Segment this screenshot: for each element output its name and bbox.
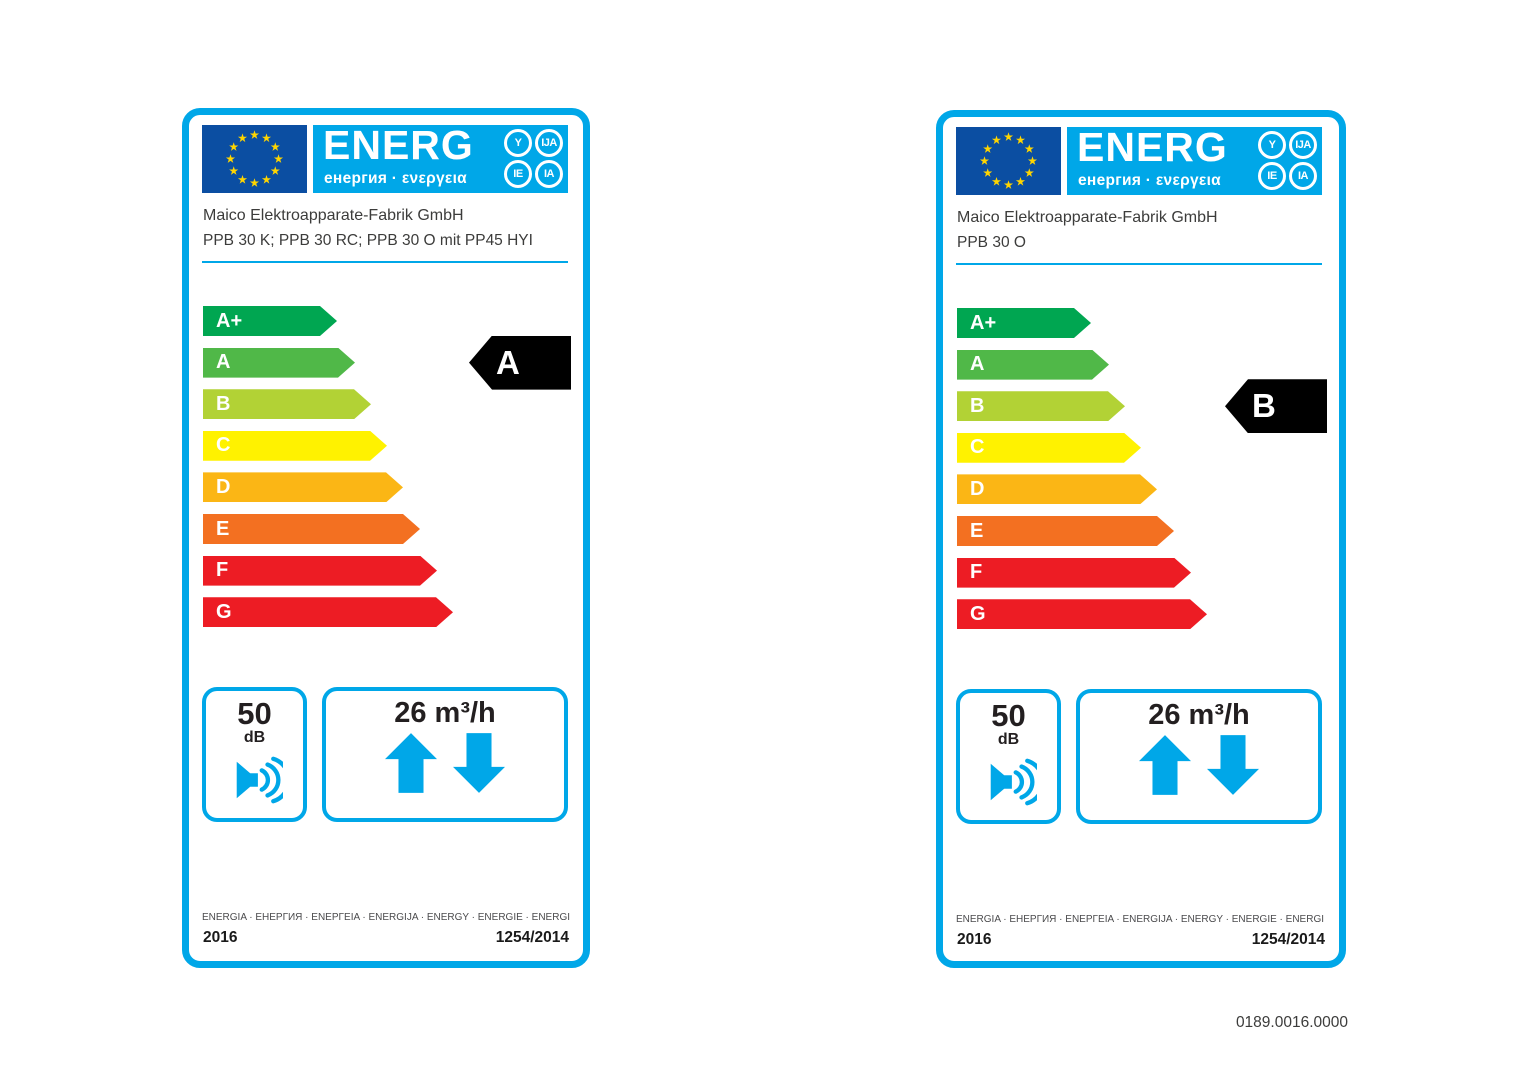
suffix-circle-ija: IJA [535,129,563,157]
energ-logo: ENERG енергия · ενεργεια Y IJA IE IA [1067,124,1322,195]
scale-bar-b: B [203,389,371,419]
language-suffix-circles: Y IJA IE IA [1258,131,1317,190]
scale-bar-a: A [203,348,355,378]
rating-letter: A [496,343,520,381]
scale-bar-g: G [957,599,1207,629]
noise-value: 50 [237,696,272,731]
eu-flag-icon [202,125,307,193]
suffix-circle-ija: IJA [1289,131,1317,159]
regulation-number: 1254/2014 [495,929,569,946]
airflow-value: 26 m³/h [1148,699,1250,731]
divider-line [202,261,568,263]
eu-flag-icon [956,127,1061,195]
rating-letter: B [1252,387,1276,425]
scale-bar-aplus: A+ [957,308,1091,338]
scale-bar-f: F [203,556,437,586]
model-name: PPB 30 K; PPB 30 RC; PPB 30 O mit PP45 H… [203,232,533,249]
scale-bar-b: B [957,391,1125,421]
footer-row: 2016 1254/2014 [203,929,569,947]
footer-row: 2016 1254/2014 [957,931,1325,949]
efficiency-scale: A+ A B C D E F G [203,306,569,628]
energ-logo-subtext: енергия · ενεργεια [1078,172,1222,189]
noise-unit: dB [243,729,266,746]
suffix-circle-ia: IA [535,160,563,188]
rating-arrow: B [1225,379,1327,434]
airflow-box: 26 m³/h [1076,689,1322,824]
speaker-icon [990,759,1037,806]
energ-logo-subtext: енергия · ενεργεια [324,170,468,187]
model-name: PPB 30 O [957,234,1026,251]
scale-bar-aplus: A+ [203,306,337,336]
energy-label: ENERG енергия · ενεργεια Y IJA IE IA Mai… [936,110,1346,968]
suffix-circle-y: Y [504,129,532,157]
suffix-circle-y: Y [1258,131,1286,159]
rating-arrow: A [469,335,571,390]
noise-box: 50 dB [202,687,307,822]
manufacturer-name: Maico Elektroapparate-Fabrik GmbH [203,207,464,224]
scale-bar-e: E [957,516,1174,546]
speaker-icon [236,757,283,804]
arrow-up-icon [1139,735,1191,795]
energ-logo: ENERG енергия · ενεργεια Y IJA IE IA [313,122,568,193]
energy-label: ENERG енергия · ενεργεια Y IJA IE IA Mai… [182,108,590,968]
regulation-number: 1254/2014 [1251,931,1325,948]
airflow-arrows [326,733,564,793]
manufacturer-name: Maico Elektroapparate-Fabrik GmbH [957,209,1218,226]
noise-value: 50 [991,698,1026,733]
scale-bar-f: F [957,558,1191,588]
label-year: 2016 [957,931,992,948]
label-year: 2016 [203,929,238,946]
noise-box: 50 dB [956,689,1061,824]
scale-bar-c: C [203,431,387,461]
airflow-box: 26 m³/h [322,687,568,822]
noise-unit: dB [997,731,1020,748]
airflow-arrows [1080,735,1318,795]
divider-line [956,263,1322,265]
scale-bar-g: G [203,597,453,627]
arrow-down-icon [1207,735,1259,795]
scale-bar-d: D [203,472,403,502]
language-strip: ENERGIA · ЕНЕРГИЯ · ΕΝΕΡΓΕΙΑ · ENERGIJA … [202,912,570,923]
suffix-circle-ie: IE [1258,162,1286,190]
language-suffix-circles: Y IJA IE IA [504,129,563,188]
language-strip: ENERGIA · ЕНЕРГИЯ · ΕΝΕΡΓΕΙΑ · ENERGIJA … [956,914,1324,925]
scale-bar-c: C [957,433,1141,463]
arrow-up-icon [385,733,437,793]
arrow-down-icon [453,733,505,793]
energ-logo-text: ENERG [1077,124,1228,170]
scale-bar-e: E [203,514,420,544]
energ-logo-text: ENERG [323,122,474,168]
efficiency-scale: A+ A B C D E F G [957,308,1323,630]
scale-bar-d: D [957,474,1157,504]
part-number: 0189.0016.0000 [1235,1014,1348,1031]
suffix-circle-ia: IA [1289,162,1317,190]
airflow-value: 26 m³/h [394,697,496,729]
suffix-circle-ie: IE [504,160,532,188]
scale-bar-a: A [957,350,1109,380]
